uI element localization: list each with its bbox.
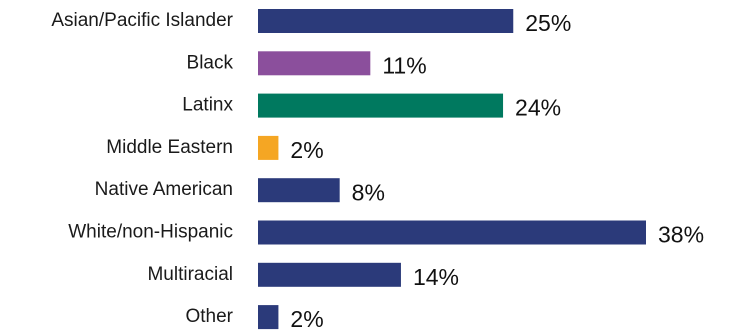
value-label: 14% [413, 264, 459, 290]
bar [258, 305, 279, 330]
value-label: 25% [525, 10, 571, 36]
category-label: Other [185, 306, 233, 327]
value-label: 24% [515, 95, 561, 121]
value-label: 8% [352, 179, 385, 205]
bar [258, 178, 340, 203]
category-label: Multiracial [147, 264, 233, 285]
category-label: Latinx [182, 95, 233, 116]
bar [258, 93, 504, 118]
value-label: 11% [382, 52, 426, 78]
bar [258, 51, 371, 76]
bar [258, 135, 279, 160]
value-label: 38% [658, 222, 704, 248]
bar [258, 220, 646, 245]
category-label: White/non-Hispanic [68, 222, 233, 243]
bar [258, 9, 514, 33]
value-label: 2% [290, 306, 323, 332]
category-label: Middle Eastern [106, 137, 233, 158]
value-label: 2% [290, 137, 323, 163]
category-label: Black [187, 52, 234, 73]
bar [258, 262, 401, 287]
category-label: Native American [95, 179, 233, 200]
category-label: Asian/Pacific Islander [51, 10, 233, 31]
